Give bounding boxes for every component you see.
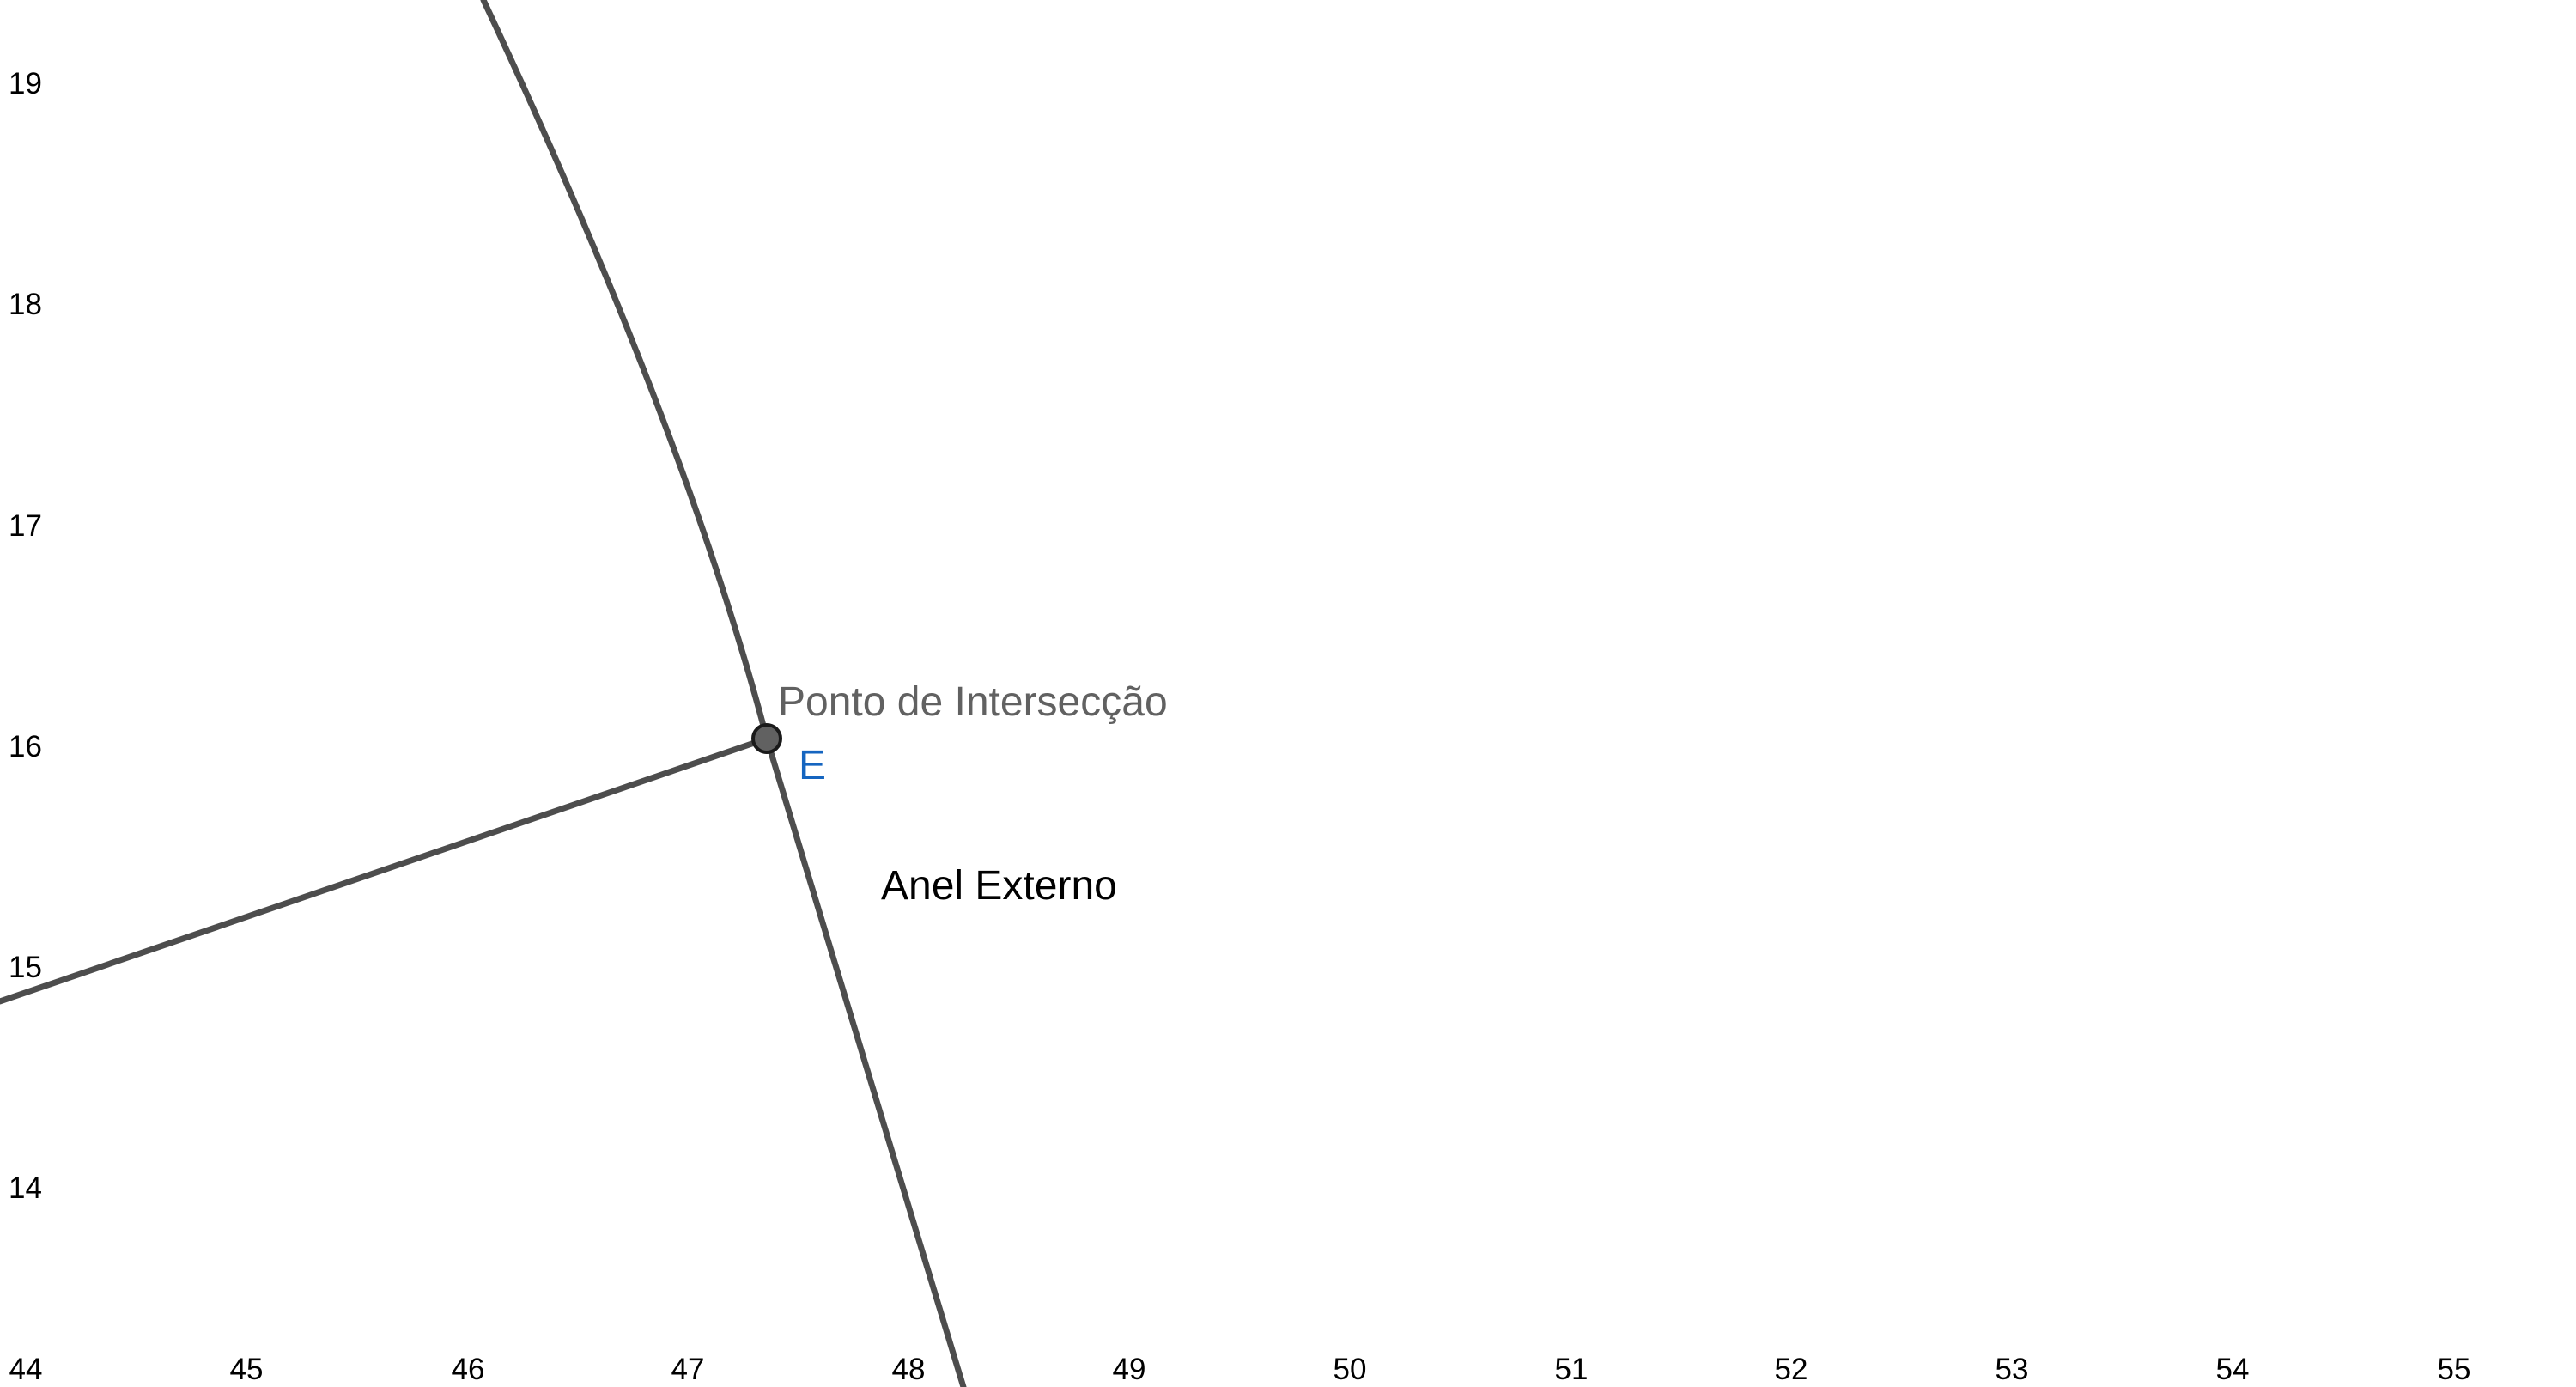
x-tick-label: 54 <box>2216 1353 2250 1386</box>
segment-to-point-e[interactable] <box>0 735 770 1005</box>
x-tick-label: 52 <box>1775 1353 1808 1386</box>
x-axis-labels: 44 45 46 47 48 49 50 51 52 53 54 55 <box>9 1353 2471 1386</box>
x-tick-label: 50 <box>1334 1353 1367 1386</box>
point-name-label: E <box>799 743 826 788</box>
y-axis-labels: 19 18 17 16 15 14 <box>9 67 42 1205</box>
y-tick-label: 14 <box>9 1171 42 1205</box>
y-tick-label: 17 <box>9 509 42 543</box>
y-tick-label: 18 <box>9 288 42 321</box>
x-tick-label: 45 <box>230 1353 264 1386</box>
y-tick-label: 15 <box>9 951 42 984</box>
x-tick-label: 51 <box>1555 1353 1589 1386</box>
x-tick-label: 55 <box>2438 1353 2471 1386</box>
y-tick-label: 16 <box>9 730 42 763</box>
x-tick-label: 49 <box>1113 1353 1146 1386</box>
y-tick-label: 19 <box>9 67 42 100</box>
point-e[interactable] <box>751 723 782 754</box>
x-tick-label: 46 <box>452 1353 485 1386</box>
outer-ring-label: Anel Externo <box>881 863 1117 909</box>
x-tick-label: 53 <box>1996 1353 2029 1386</box>
x-tick-label: 44 <box>9 1353 43 1386</box>
x-tick-label: 47 <box>671 1353 705 1386</box>
x-tick-label: 48 <box>892 1353 926 1386</box>
point-caption: Ponto de Intersecção <box>778 679 1168 725</box>
